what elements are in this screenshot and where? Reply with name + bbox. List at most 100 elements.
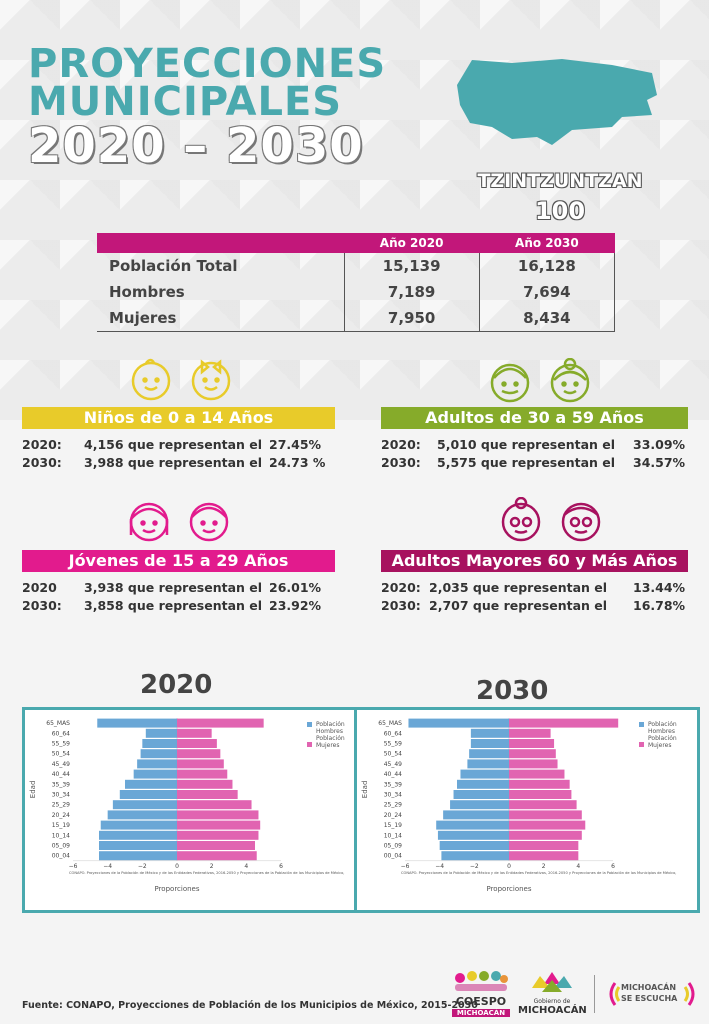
bar-men [443, 810, 509, 820]
bar-women [177, 800, 252, 810]
bar-women [177, 728, 212, 738]
table-header-blank [97, 233, 344, 253]
row-text: 4,156 que representan el [84, 437, 263, 452]
y-axis-label: Edad [29, 781, 37, 799]
value-2020: 15,139 [344, 253, 480, 279]
y-tick-label: 00_04 [52, 853, 70, 860]
bar-men [99, 830, 177, 840]
y-tick-label: 40_44 [384, 771, 402, 778]
bar-women [509, 739, 555, 748]
legend-label-women-1: Población [648, 735, 677, 742]
x-tick-label: −6 [69, 863, 78, 870]
group-row: 2020: 2,035 que representan el 13.44% [381, 580, 688, 598]
bar-men [107, 810, 177, 820]
group-row: 2030: 3,988 que representan el 24.73 % [22, 455, 335, 473]
legend-label-men-1: Población [316, 721, 345, 728]
y-tick-label: 60_64 [384, 730, 402, 737]
coespo-logo: COESPO MICHOACÁN [452, 970, 510, 1018]
x-tick-label: −2 [138, 863, 147, 870]
gobierno-flower-icon [532, 972, 572, 992]
row-year: 2020: [381, 580, 421, 595]
chart-note: CONAPO. Proyecciones de la Población de … [401, 871, 676, 875]
y-tick-label: 55_59 [384, 741, 402, 748]
row-pct: 26.01% [269, 580, 322, 595]
group-mayores: Adultos Mayores 60 y Más Años 2020: 2,03… [381, 550, 688, 616]
row-text: 3,858 que representan el [84, 598, 263, 613]
legend-label-women-2: Mujeres [648, 742, 672, 749]
bar-men [408, 718, 509, 728]
y-tick-label: 30_34 [52, 792, 70, 799]
bar-women [177, 830, 259, 840]
group-row: 2020 3,938 que representan el 26.01% [22, 580, 335, 598]
row-pct: 33.09% [633, 437, 686, 452]
row-year: 2020 [22, 580, 57, 595]
bar-women [509, 851, 579, 861]
gobierno-logo: Gobierno de MICHOACÁN [518, 970, 587, 1018]
bar-women [509, 759, 558, 769]
legend-label-men-1: Población [648, 721, 677, 728]
row-label: Población Total [97, 253, 345, 279]
y-tick-label: 25_29 [52, 802, 70, 809]
source-note: Fuente: CONAPO, Proyecciones de Població… [22, 1000, 478, 1011]
group-row: 2030: 2,707 que representan el 16.78% [381, 598, 688, 616]
y-tick-label: 05_09 [384, 843, 402, 850]
bar-men [470, 728, 509, 738]
legend-label-women-1: Población [316, 735, 345, 742]
row-label: Mujeres [97, 305, 345, 332]
value-2030: 7,694 [479, 279, 616, 305]
group-row: 2030: 3,858 que representan el 23.92% [22, 598, 335, 616]
group-adultos: Adultos de 30 a 59 Años 2020: 5,010 que … [381, 407, 688, 473]
x-tick-label: −6 [401, 863, 410, 870]
bar-men [437, 830, 509, 840]
y-tick-label: 10_14 [52, 832, 70, 839]
y-tick-label: 05_09 [52, 843, 70, 850]
x-tick-label: 2 [210, 863, 214, 870]
row-year: 2030: [381, 598, 421, 613]
bar-women [177, 759, 224, 769]
row-year: 2020: [22, 437, 62, 452]
x-tick-label: −2 [470, 863, 479, 870]
value-2020: 7,189 [344, 279, 480, 305]
value-2020: 7,950 [344, 305, 480, 332]
value-2030: 16,128 [479, 253, 616, 279]
bar-women [177, 841, 255, 850]
pyramid-chart-2020-box: Edad 65_MAS 60_64 55_59 50_54 45_49 40_44 35_39… [22, 707, 368, 913]
bar-men [125, 779, 177, 789]
bar-men [99, 841, 177, 850]
row-text: 2,707 que representan el [429, 598, 608, 613]
bar-men [460, 769, 509, 779]
escucha-logo-text: MICHOACÁN [621, 983, 677, 992]
bar-men [467, 759, 509, 769]
x-tick-label: 0 [507, 863, 511, 870]
elderly-faces-icon [501, 497, 601, 542]
bar-men [436, 820, 509, 830]
pyramid-year-2030: 2030 [476, 676, 549, 706]
x-axis-label: Proporciones [154, 885, 199, 893]
bar-women [509, 841, 579, 850]
pyramid-chart-2030-box: Edad 65_MAS 60_64 55_59 50_54 45_49 40_44 35_39… [354, 707, 700, 913]
coespo-logo-text: COESPO [455, 995, 507, 1008]
row-text: 3,938 que representan el [84, 580, 263, 595]
row-pct: 23.92% [269, 598, 322, 613]
bar-women [177, 769, 228, 779]
sound-wave-icon [609, 982, 621, 1006]
sound-wave-right-icon [683, 982, 695, 1006]
y-tick-label: 00_04 [384, 853, 402, 860]
table-row: Hombres 7,189 7,694 [97, 279, 616, 305]
title-line-2: MUNICIPALES [28, 79, 343, 125]
bar-women [509, 810, 582, 820]
legend-swatch-men [639, 722, 644, 727]
bar-men [119, 790, 177, 799]
bar-men [469, 749, 509, 759]
pyramid-chart-2020: Edad 65_MAS 60_64 55_59 50_54 45_49 40_44 35_39… [29, 718, 345, 893]
y-tick-label: 20_24 [52, 812, 70, 819]
title-line-3: 2020 – 2030 [28, 118, 364, 174]
escucha-logo-sub: SE ESCUCHA [621, 994, 678, 1003]
x-tick-label: −4 [435, 863, 444, 870]
y-tick-label: 15_19 [52, 822, 70, 829]
row-pct: 27.45% [269, 437, 322, 452]
bar-men [97, 718, 177, 728]
row-text: 2,035 que representan el [429, 580, 608, 595]
gobierno-logo-text: Gobierno de [533, 998, 571, 1005]
legend-swatch-women [307, 742, 312, 747]
